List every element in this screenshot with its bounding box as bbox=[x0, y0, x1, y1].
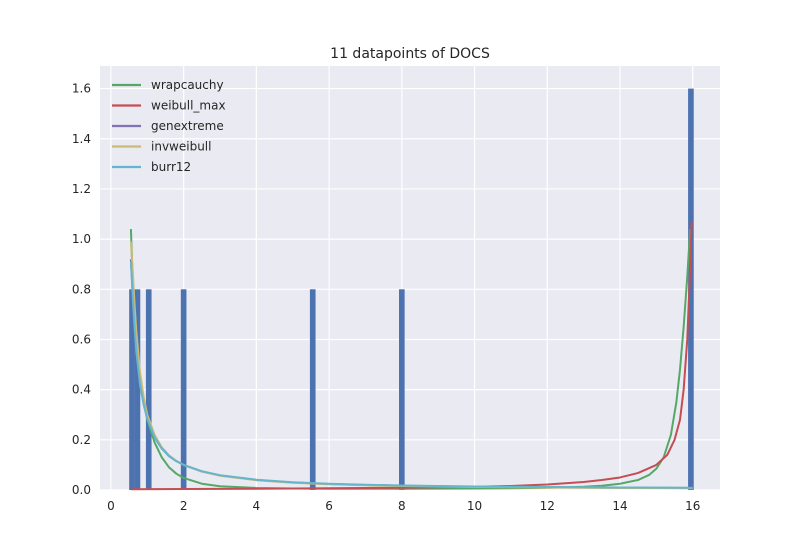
x-tick-label: 16 bbox=[685, 499, 700, 513]
histogram-bar bbox=[145, 289, 152, 490]
legend-label: weibull_max bbox=[151, 99, 226, 113]
histogram-bar bbox=[688, 88, 694, 490]
y-tick-label: 0.0 bbox=[72, 483, 91, 497]
x-tick-label: 10 bbox=[467, 499, 482, 513]
histogram-bar bbox=[309, 289, 316, 490]
y-tick-label: 0.8 bbox=[72, 282, 91, 296]
series-line-burr12 bbox=[129, 261, 693, 489]
x-tick-label: 0 bbox=[107, 499, 115, 513]
legend-label: genextreme bbox=[151, 119, 224, 133]
y-tick-label: 1.4 bbox=[72, 132, 91, 146]
series-line-weibull-max bbox=[130, 221, 693, 491]
y-tick-label: 1.6 bbox=[72, 82, 91, 96]
histogram-bar bbox=[134, 289, 141, 490]
distribution-lines bbox=[129, 221, 693, 491]
x-tick-label: 12 bbox=[540, 499, 555, 513]
y-tick-label: 0.2 bbox=[72, 433, 91, 447]
x-tick-label: 2 bbox=[180, 499, 188, 513]
legend-label: burr12 bbox=[151, 160, 191, 174]
histogram-bar bbox=[180, 289, 187, 490]
histogram-bars bbox=[129, 88, 694, 490]
chart-title: 11 datapoints of DOCS bbox=[330, 46, 490, 62]
x-axis-ticks: 0 2 4 6 8 10 12 14 16 bbox=[107, 499, 700, 513]
y-tick-label: 0.6 bbox=[72, 332, 91, 346]
histogram-bar bbox=[399, 289, 405, 490]
y-axis-ticks: 0.0 0.2 0.4 0.6 0.8 1.0 1.2 1.4 1.6 bbox=[72, 82, 91, 497]
x-tick-label: 4 bbox=[253, 499, 261, 513]
y-tick-label: 0.4 bbox=[72, 383, 91, 397]
x-tick-label: 8 bbox=[398, 499, 406, 513]
legend-label: invweibull bbox=[151, 140, 211, 154]
y-tick-label: 1.2 bbox=[72, 182, 91, 196]
y-tick-label: 1.0 bbox=[72, 232, 91, 246]
x-tick-label: 14 bbox=[612, 499, 627, 513]
plot-background bbox=[100, 66, 720, 490]
x-tick-label: 6 bbox=[325, 499, 333, 513]
histogram-bar bbox=[129, 289, 135, 490]
legend: wrapcauchy weibull_max genextreme invweibul… bbox=[112, 78, 226, 174]
legend-label: wrapcauchy bbox=[151, 78, 224, 92]
